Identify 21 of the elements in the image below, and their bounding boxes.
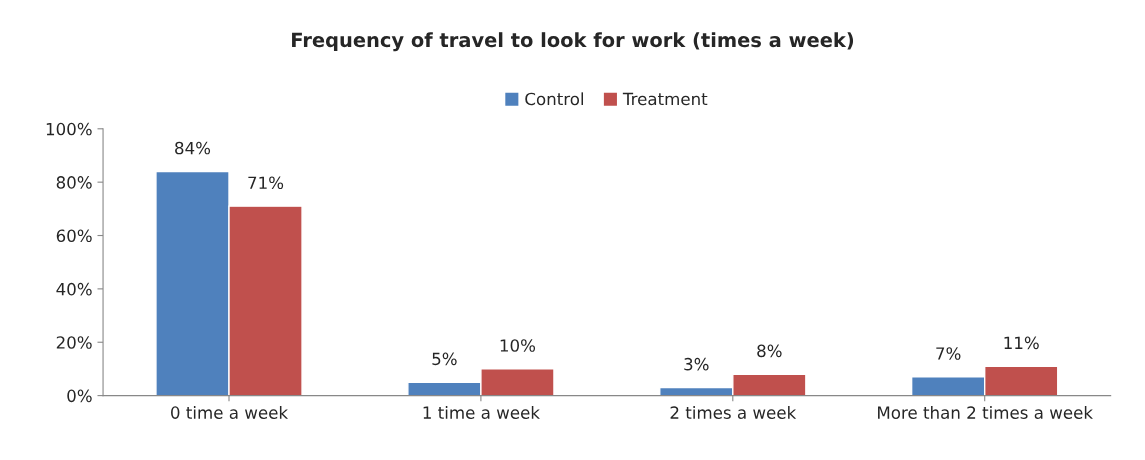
data-label: 8%	[757, 344, 782, 358]
x-tick-label: 2 times a week	[670, 406, 797, 419]
y-tick-label: 60%	[56, 229, 92, 243]
y-tick-label: 0%	[67, 389, 92, 403]
x-tick-label: 1 time a week	[423, 406, 540, 419]
x-tick-label: More than 2 times a week	[878, 406, 1093, 419]
x-tick-label: 0 time a week	[171, 406, 289, 419]
data-label: 71%	[248, 176, 284, 190]
legend-label: Control	[525, 92, 584, 106]
legend-label: Treatment	[622, 92, 708, 106]
y-tick-label: 100%	[46, 122, 92, 136]
data-label: 11%	[1004, 336, 1039, 350]
data-label: 7%	[936, 347, 961, 360]
data-label: 5%	[432, 352, 457, 366]
chart-title: Frequency of travel to look for work (times a week)	[292, 32, 854, 52]
y-tick-label: 40%	[56, 282, 92, 296]
y-tick-label: 80%	[56, 176, 92, 189]
data-label: 10%	[500, 339, 536, 352]
y-tick-label: 20%	[56, 336, 92, 349]
data-label: 3%	[684, 357, 709, 371]
data-label: 84%	[175, 141, 211, 155]
